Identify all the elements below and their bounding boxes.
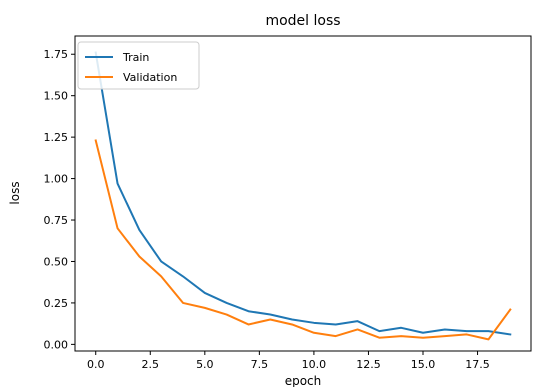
x-axis: 0.0 2.5 5.0 7.5 10.0 12.5 15.0 17.5	[87, 351, 490, 371]
x-tick-label: 7.5	[251, 358, 269, 371]
legend-label-train: Train	[122, 51, 149, 64]
y-tick-label: 0.50	[44, 255, 69, 268]
x-tick-label: 17.5	[465, 358, 490, 371]
x-tick-label: 5.0	[196, 358, 214, 371]
x-tick-label: 12.5	[356, 358, 381, 371]
series-line-train	[94, 51, 512, 336]
x-tick-label: 0.0	[87, 358, 105, 371]
legend-label-validation: Validation	[123, 71, 177, 84]
y-axis: 0.00 0.25 0.50 0.75 1.00 1.25 1.50 1.75	[44, 48, 75, 351]
series-lines	[94, 51, 512, 341]
x-axis-label: epoch	[285, 374, 322, 387]
y-tick-label: 1.75	[44, 48, 69, 61]
y-tick-label: 1.25	[44, 131, 69, 144]
x-tick-label: 2.5	[142, 358, 160, 371]
x-tick-label: 15.0	[411, 358, 436, 371]
y-tick-label: 0.00	[44, 338, 69, 351]
y-tick-label: 0.75	[44, 214, 69, 227]
legend: Train Validation	[77, 41, 200, 90]
y-tick-label: 1.50	[44, 90, 69, 103]
y-tick-label: 1.00	[44, 173, 69, 186]
series-line-validation	[94, 139, 512, 341]
y-axis-label: loss	[8, 181, 22, 204]
x-tick-label: 10.0	[302, 358, 327, 371]
chart-title: model loss	[265, 13, 340, 29]
y-tick-label: 0.25	[44, 297, 69, 310]
